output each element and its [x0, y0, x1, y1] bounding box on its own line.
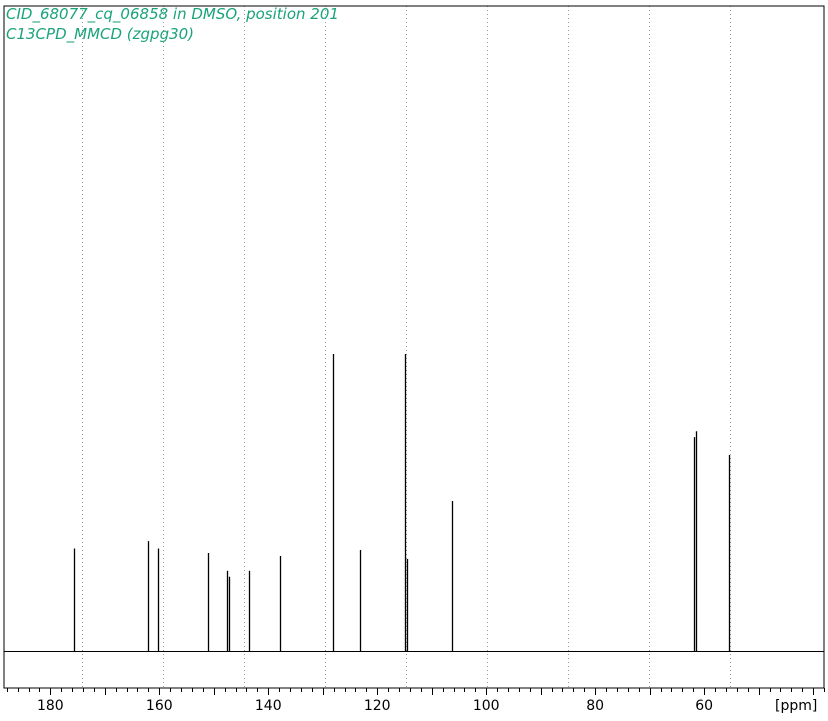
- x-tick-label: 120: [364, 698, 391, 714]
- x-tick-label: 60: [695, 698, 713, 714]
- gridlines: [82, 6, 731, 688]
- x-tick-label: 100: [473, 698, 500, 714]
- spectrum-trace: [4, 354, 824, 652]
- x-tick-label: 80: [586, 698, 604, 714]
- x-axis: 180 160 140 120 100 80 60: [3, 5, 825, 714]
- x-tick-label: 180: [37, 698, 64, 714]
- x-axis-unit-label: [ppm]: [775, 698, 817, 714]
- x-tick-label: 160: [146, 698, 173, 714]
- x-tick-label: 140: [255, 698, 282, 714]
- plot-frame: [3, 5, 825, 689]
- pulse-program-label: C13CPD_MMCD (zgpg30): [6, 25, 195, 43]
- spectrum-title: CID_68077_cq_06858 in DMSO, position 201: [6, 5, 339, 23]
